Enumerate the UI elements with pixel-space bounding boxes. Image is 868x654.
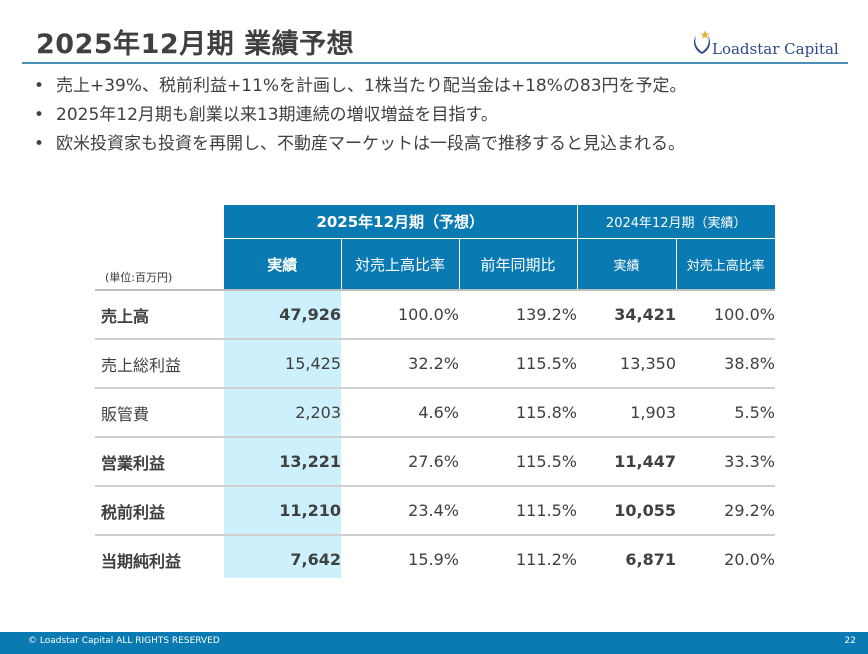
- actual-value: 34,421: [577, 289, 676, 340]
- col-header-actual-ratio: 対売上高比率: [675, 238, 775, 290]
- bullet-item: • 欧米投資家も投資を再開し、不動産マーケットは一段高で推移すると見込まれる。: [30, 130, 850, 159]
- table-row-sga: 販管費 2,203 4.6% 115.8% 1,903 5.5%: [95, 388, 775, 438]
- col-header-actual-value: 実績: [576, 238, 676, 290]
- page-number: 22: [844, 636, 856, 646]
- slide-title: 2025年12月期 業績予想: [36, 29, 355, 60]
- forecast-yoy: 115.5%: [459, 437, 577, 487]
- actual-value: 13,350: [577, 339, 676, 389]
- unit-label: (単位:百万円): [105, 271, 173, 284]
- actual-value: 11,447: [577, 437, 676, 487]
- bullet-text: 売上+39%、税前利益+11%を計画し、1株当たり配当金は+18%の83円を予定…: [56, 76, 687, 96]
- forecast-value: 2,203: [224, 388, 341, 438]
- table-row-operating-profit: 営業利益 13,221 27.6% 115.5% 11,447 33.3%: [95, 437, 775, 487]
- bullet-mark: •: [34, 105, 45, 125]
- bullet-mark: •: [34, 76, 45, 96]
- star-logo-icon: [694, 30, 710, 54]
- bullet-text: 欧米投資家も投資を再開し、不動産マーケットは一段高で推移すると見込まれる。: [56, 134, 685, 154]
- bullet-mark: •: [34, 134, 45, 154]
- table-row-pretax-profit: 税前利益 11,210 23.4% 111.5% 10,055 29.2%: [95, 486, 775, 536]
- actual-ratio: 20.0%: [724, 550, 775, 569]
- table-corner: [95, 205, 224, 239]
- row-label: 売上高: [95, 289, 224, 340]
- actual-ratio: 5.5%: [676, 388, 775, 438]
- company-logo: Loadstar Capital: [690, 28, 850, 58]
- copyright-text: © Loadstar Capital ALL RIGHTS RESERVED: [28, 636, 220, 646]
- row-label: 当期純利益: [101, 551, 182, 571]
- actual-ratio: 38.8%: [676, 339, 775, 389]
- bullet-list: • 売上+39%、税前利益+11%を計画し、1株当たり配当金は+18%の83円を予…: [30, 72, 850, 159]
- row-label: 営業利益: [95, 437, 224, 487]
- row-label: 税前利益: [95, 486, 224, 536]
- actual-ratio: 33.3%: [676, 437, 775, 487]
- actual-ratio: 100.0%: [676, 289, 775, 340]
- forecast-yoy: 115.8%: [459, 388, 577, 438]
- forecast-ratio: 100.0%: [341, 289, 459, 340]
- table-row-sales: 売上高 47,926 100.0% 139.2% 34,421 100.0%: [95, 289, 775, 340]
- forecast-yoy: 139.2%: [459, 289, 577, 340]
- footer-bar: © Loadstar Capital ALL RIGHTS RESERVED 2…: [0, 632, 868, 654]
- forecast-yoy: 111.2%: [515, 550, 577, 569]
- forecast-value: 11,210: [224, 486, 341, 536]
- table-row-gross-profit: 売上総利益 15,425 32.2% 115.5% 13,350 38.8%: [95, 339, 775, 389]
- forecast-ratio: 15.9%: [408, 550, 459, 569]
- bullet-item: • 2025年12月期も創業以来13期連続の増収増益を目指す。: [30, 101, 850, 130]
- earnings-forecast-table: 2025年12月期（予想） 2024年12月期（実績） (単位:百万円) 実績 …: [95, 205, 775, 583]
- actual-group-header: 2024年12月期（実績）: [576, 205, 775, 239]
- forecast-value: 13,221: [224, 437, 341, 487]
- forecast-yoy: 111.5%: [459, 486, 577, 536]
- forecast-ratio: 23.4%: [341, 486, 459, 536]
- actual-ratio: 29.2%: [676, 486, 775, 536]
- col-header-forecast-value: 実績: [224, 238, 341, 290]
- actual-value: 10,055: [577, 486, 676, 536]
- row-label: 販管費: [95, 388, 224, 438]
- actual-value: 1,903: [577, 388, 676, 438]
- forecast-yoy: 115.5%: [459, 339, 577, 389]
- col-header-forecast-ratio: 対売上高比率: [340, 238, 459, 290]
- title-divider: [22, 62, 848, 64]
- forecast-value: 47,926: [224, 289, 341, 340]
- bullet-item: • 売上+39%、税前利益+11%を計画し、1株当たり配当金は+18%の83円を予…: [30, 72, 850, 101]
- logo-text: Loadstar Capital: [712, 40, 839, 58]
- col-header-forecast-yoy: 前年同期比: [458, 238, 577, 290]
- table-row-net-income: 当期純利益 7,642 15.9% 111.2% 6,871 20.0%: [95, 535, 775, 583]
- row-label: 売上総利益: [95, 339, 224, 389]
- actual-value: 6,871: [625, 550, 676, 569]
- forecast-value: 7,642: [290, 550, 341, 569]
- forecast-ratio: 27.6%: [341, 437, 459, 487]
- forecast-value: 15,425: [224, 339, 341, 389]
- forecast-ratio: 32.2%: [341, 339, 459, 389]
- forecast-group-header: 2025年12月期（予想）: [224, 205, 577, 239]
- bullet-text: 2025年12月期も創業以来13期連続の増収増益を目指す。: [56, 105, 498, 125]
- forecast-ratio: 4.6%: [341, 388, 459, 438]
